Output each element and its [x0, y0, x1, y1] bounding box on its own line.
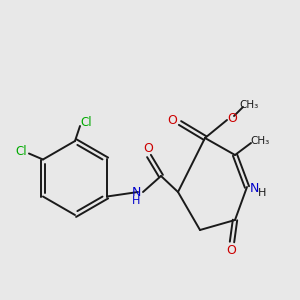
Text: O: O: [167, 115, 177, 128]
Text: O: O: [227, 112, 237, 125]
Text: Cl: Cl: [15, 145, 27, 158]
Text: CH₃: CH₃: [239, 100, 259, 110]
Text: CH₃: CH₃: [250, 136, 270, 146]
Text: O: O: [226, 244, 236, 256]
Text: N: N: [249, 182, 259, 194]
Text: O: O: [143, 142, 153, 154]
Text: H: H: [132, 196, 140, 206]
Text: N: N: [131, 185, 141, 199]
Text: Cl: Cl: [80, 116, 92, 128]
Text: H: H: [258, 188, 266, 198]
